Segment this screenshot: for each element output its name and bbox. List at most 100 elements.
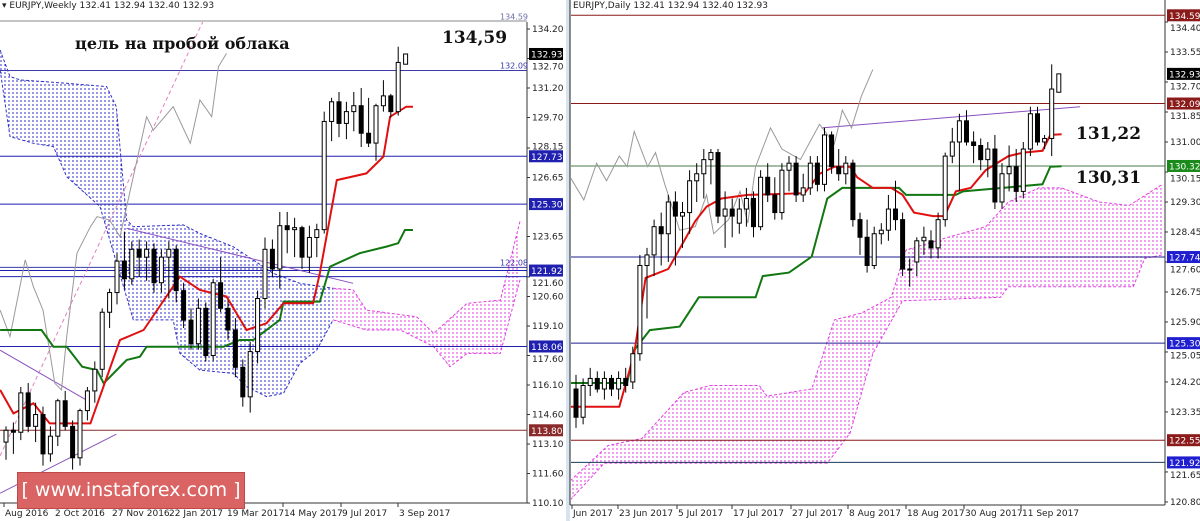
candle-body-bullish	[949, 141, 955, 157]
candle	[247, 341, 253, 413]
candle	[601, 371, 607, 400]
candle-body-bullish	[373, 105, 379, 144]
candle	[373, 103, 379, 161]
candle-body-bullish	[807, 162, 813, 189]
candle	[609, 374, 614, 397]
candle	[999, 163, 1005, 210]
candle-body-bearish	[765, 176, 771, 196]
candle-body-bearish	[269, 248, 275, 270]
candle	[978, 138, 984, 171]
y-tick-label: 121.60	[532, 279, 564, 289]
candle-body-bullish	[779, 169, 785, 214]
plot-area	[0, 22, 527, 494]
level-badge-label: 122.55	[1169, 437, 1200, 447]
candle-body-bearish	[900, 219, 906, 270]
candle	[708, 149, 714, 185]
candle	[658, 212, 664, 266]
collapse-triangle-icon[interactable]: ▾	[2, 1, 7, 11]
candle	[701, 149, 707, 199]
candle	[1049, 64, 1055, 157]
target-annotation: цель на пробой облака	[75, 34, 290, 53]
candle-body-bullish	[687, 180, 693, 214]
candle-body-bullish	[380, 95, 386, 107]
candle-body-bearish	[366, 132, 372, 144]
candle	[203, 302, 209, 362]
candle	[255, 290, 261, 364]
y-tick-label: 134.40	[1170, 24, 1200, 34]
candle	[114, 253, 120, 305]
candle	[99, 308, 105, 378]
level-badge-label: 121.92	[1169, 459, 1200, 469]
candle-body-bullish	[3, 429, 9, 443]
candle	[843, 156, 849, 185]
ichimoku-cloud-bearish-lower-span	[332, 278, 521, 368]
candle-body-bullish	[277, 225, 283, 270]
level-badge	[1167, 159, 1200, 172]
candle	[786, 156, 792, 192]
kijun-sen-line	[0, 229, 413, 385]
candle-body-bullish	[262, 248, 268, 299]
candle	[1027, 106, 1033, 157]
candle-body-bullish	[1049, 88, 1055, 139]
y-tick-label: 116.10	[532, 381, 564, 391]
candle	[92, 361, 98, 403]
y-tick-label: 120.60	[532, 293, 564, 303]
candle	[158, 249, 164, 293]
candle-body-bearish	[70, 425, 76, 459]
candle-body-bullish	[77, 410, 83, 459]
candle	[1056, 73, 1062, 93]
candle-body-bearish	[658, 226, 664, 235]
instaforex-watermark[interactable]: [ www.instaforex.com ]	[17, 472, 245, 509]
candle-body-bullish	[47, 435, 53, 455]
candle	[277, 211, 283, 289]
y-tick-label: 124.20	[1170, 378, 1200, 388]
level-line-label: 122.08	[500, 258, 528, 267]
candle-body-bearish	[232, 329, 238, 368]
candle	[33, 402, 39, 443]
level-badge-label: 132.09	[1169, 100, 1200, 110]
candle-body-bullish	[166, 248, 172, 258]
candle-body-bullish	[33, 414, 39, 427]
trendline	[821, 106, 1081, 129]
daily-chart-header: EURJPY,Daily 132.41 132.94 132.40 132.93	[573, 1, 768, 11]
candle-body-bearish	[850, 162, 856, 221]
candle	[225, 300, 231, 340]
candle-body-bullish	[601, 377, 607, 390]
candle-body-bearish	[793, 162, 799, 196]
candle-body-bullish	[871, 233, 877, 267]
candle	[665, 194, 671, 262]
candle	[380, 80, 386, 112]
y-tick-label: 133.55	[1170, 48, 1200, 58]
candle	[914, 237, 920, 277]
candle	[47, 426, 53, 462]
y-tick-label: 125.90	[1170, 318, 1200, 328]
candle-body-bearish	[173, 248, 179, 292]
candle	[900, 212, 906, 277]
candle	[77, 408, 83, 466]
candle	[55, 398, 61, 447]
candle-body-bullish	[701, 159, 707, 175]
candle	[758, 170, 764, 231]
kijun-value-annotation: 130,31	[1076, 168, 1142, 188]
candle-body-bullish	[144, 248, 150, 258]
candle-body-bullish	[1006, 166, 1012, 175]
candle	[129, 241, 135, 285]
level-badge	[529, 424, 563, 437]
candle	[10, 422, 16, 454]
candle	[321, 111, 327, 234]
candle	[218, 257, 224, 313]
candle	[857, 212, 863, 255]
candle-body-bullish	[403, 53, 409, 65]
candle-body-bullish	[158, 256, 164, 284]
candle-body-bearish	[299, 227, 305, 258]
candle-body-bullish	[92, 368, 98, 392]
candle-body-bullish	[306, 237, 312, 258]
candle-body-bullish	[616, 377, 622, 390]
candle-body-bullish	[743, 197, 749, 210]
ichimoku-cloud-bullish-lower-span	[0, 69, 334, 398]
y-tick-label: 123.35	[1170, 408, 1200, 418]
candle-body-bearish	[928, 240, 934, 249]
candle	[181, 282, 187, 328]
level-badge-label: 130.32	[1169, 162, 1200, 172]
weekly-chart-header: ▾ EURJPY,Weekly 132.41 132.94 132.40 132…	[2, 1, 214, 11]
